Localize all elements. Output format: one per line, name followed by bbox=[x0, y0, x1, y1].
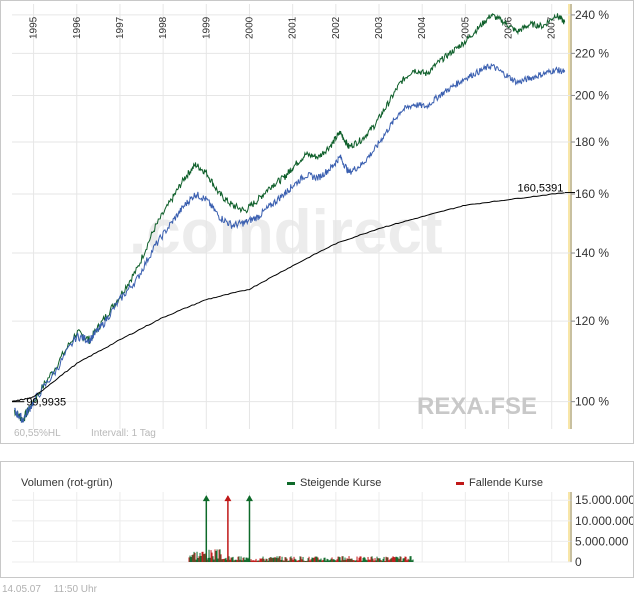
footer: 14.05.07 11:50 Uhr bbox=[2, 584, 107, 595]
main-chart-panel: .comdirect 1995 1996 1997 1998 1999 2000 2001 20… bbox=[0, 0, 634, 444]
y-tick-label: 200 % bbox=[575, 88, 609, 102]
vol-current-band bbox=[568, 492, 572, 562]
vol-y-tick-label: 10.000.000 bbox=[575, 514, 633, 528]
x-tick-label: 1998 bbox=[158, 16, 169, 39]
current-band bbox=[568, 4, 572, 429]
x-tick-label: 2001 bbox=[288, 16, 299, 39]
x-tick-label: 1996 bbox=[72, 16, 83, 39]
vol-y-tick-label: 5.000.000 bbox=[575, 534, 629, 548]
symbol-label: REXA.FSE bbox=[417, 393, 537, 420]
x-tick-label: 1995 bbox=[29, 16, 40, 39]
footer-date: 14.05.07 bbox=[2, 584, 41, 595]
x-tick-label: 2002 bbox=[331, 16, 342, 39]
volume-spike-arrow bbox=[224, 495, 232, 502]
series-line-3 bbox=[11, 192, 565, 402]
y-tick-label: 220 % bbox=[575, 46, 609, 60]
watermark-logo: .comdirect bbox=[129, 198, 443, 267]
series-line-2 bbox=[14, 62, 566, 423]
x-tick-label: 2000 bbox=[244, 16, 255, 39]
start-value-label: 99,9935 bbox=[26, 397, 66, 409]
vol-y-tick-label: 0 bbox=[575, 555, 582, 569]
price-chart: .comdirect 1995 1996 1997 1998 1999 2000 2001 20… bbox=[11, 4, 609, 439]
x-tick-label: 2007 bbox=[547, 16, 558, 39]
volume-chart: Volumen (rot-grün) Steigende Kurse Fallend… bbox=[12, 477, 633, 569]
volume-title: Volumen (rot-grün) bbox=[21, 477, 113, 489]
x-tick-label: 1997 bbox=[115, 16, 126, 39]
footnote-hl: 60,55%HL bbox=[14, 428, 61, 439]
legend-swatch bbox=[287, 482, 295, 485]
volume-chart-panel: Volumen (rot-grün) Steigende Kurse Fallend… bbox=[0, 461, 634, 578]
x-tick-label: 2004 bbox=[417, 16, 428, 39]
volume-spike-arrow bbox=[202, 495, 210, 502]
footnote-interval: Intervall: 1 Tag bbox=[91, 428, 156, 439]
series-line-1 bbox=[13, 13, 566, 423]
y-tick-label: 240 % bbox=[575, 8, 609, 22]
legend-label: Steigende Kurse bbox=[300, 477, 381, 489]
y-tick-label: 100 % bbox=[575, 395, 609, 409]
y-tick-label: 160 % bbox=[575, 187, 609, 201]
y-tick-label: 180 % bbox=[575, 135, 609, 149]
y-tick-label: 120 % bbox=[575, 314, 609, 328]
legend-label: Fallende Kurse bbox=[469, 477, 543, 489]
y-tick-label: 140 % bbox=[575, 246, 609, 260]
vol-y-tick-label: 15.000.000 bbox=[575, 493, 633, 507]
legend-swatch bbox=[456, 482, 464, 485]
current-value-label: 160,5391 bbox=[518, 183, 564, 195]
x-tick-label: 1999 bbox=[201, 16, 212, 39]
x-tick-label: 2003 bbox=[374, 16, 385, 39]
volume-spike-arrow bbox=[245, 495, 253, 502]
x-tick-label: 2005 bbox=[460, 16, 471, 39]
footer-time: 11:50 Uhr bbox=[53, 584, 97, 595]
